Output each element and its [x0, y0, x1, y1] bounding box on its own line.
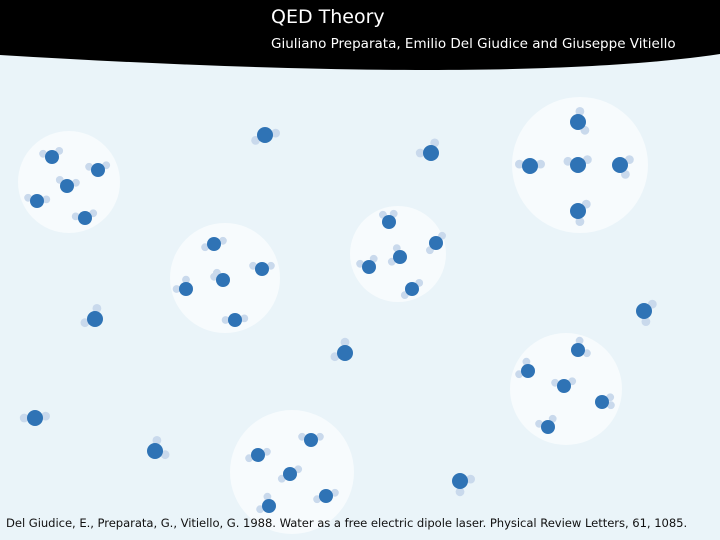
water-molecule-icon: [551, 377, 577, 393]
water-molecule-icon: [570, 107, 590, 135]
water-molecule-icon: [249, 261, 275, 276]
water-molecule-icon: [379, 209, 398, 229]
water-molecule-icon: [172, 275, 193, 296]
water-molecule-icon: [313, 488, 339, 504]
water-molecule-icon: [221, 313, 249, 327]
water-molecule-icon: [80, 304, 103, 328]
water-molecule-icon: [452, 473, 475, 497]
water-molecule-icon: [298, 432, 324, 447]
water-molecule-icon: [201, 236, 227, 252]
citation-text: Del Giudice, E., Preparata, G., Vitiello…: [6, 516, 688, 530]
slide-title: QED Theory: [271, 6, 385, 28]
water-molecule-icon: [39, 147, 64, 164]
water-molecule-icon: [71, 209, 98, 225]
water-molecule-icon: [245, 447, 271, 463]
water-molecule-icon: [356, 254, 378, 274]
water-molecule-icon: [400, 279, 424, 299]
water-molecule-icon: [256, 492, 276, 514]
water-molecule-icon: [515, 357, 535, 379]
header-band: [0, 0, 720, 70]
water-molecule-icon: [85, 161, 111, 177]
water-molecule-icon: [570, 199, 591, 227]
water-molecule-icon: [415, 138, 440, 161]
water-molecule-icon: [636, 299, 657, 326]
water-molecule-icon: [147, 436, 170, 460]
water-molecule-icon: [277, 465, 303, 483]
slide-subtitle: Giuliano Preparata, Emilio Del Giudice a…: [271, 36, 676, 52]
water-molecule-icon: [535, 414, 557, 434]
water-molecule-icon: [55, 176, 80, 193]
water-molecule-icon: [515, 158, 545, 174]
water-molecule-icon: [210, 268, 230, 287]
water-molecule-icon: [24, 193, 51, 208]
water-molecule-icon: [330, 337, 353, 362]
water-molecule-icon: [19, 410, 50, 426]
water-molecule-icon: [387, 244, 407, 266]
water-molecule-icon: [612, 155, 634, 179]
water-molecule-icon: [571, 336, 591, 358]
water-molecule-icon: [595, 393, 615, 410]
water-molecule-icon: [251, 127, 280, 145]
water-molecule-icon: [563, 155, 592, 173]
water-molecule-icon: [426, 231, 446, 255]
